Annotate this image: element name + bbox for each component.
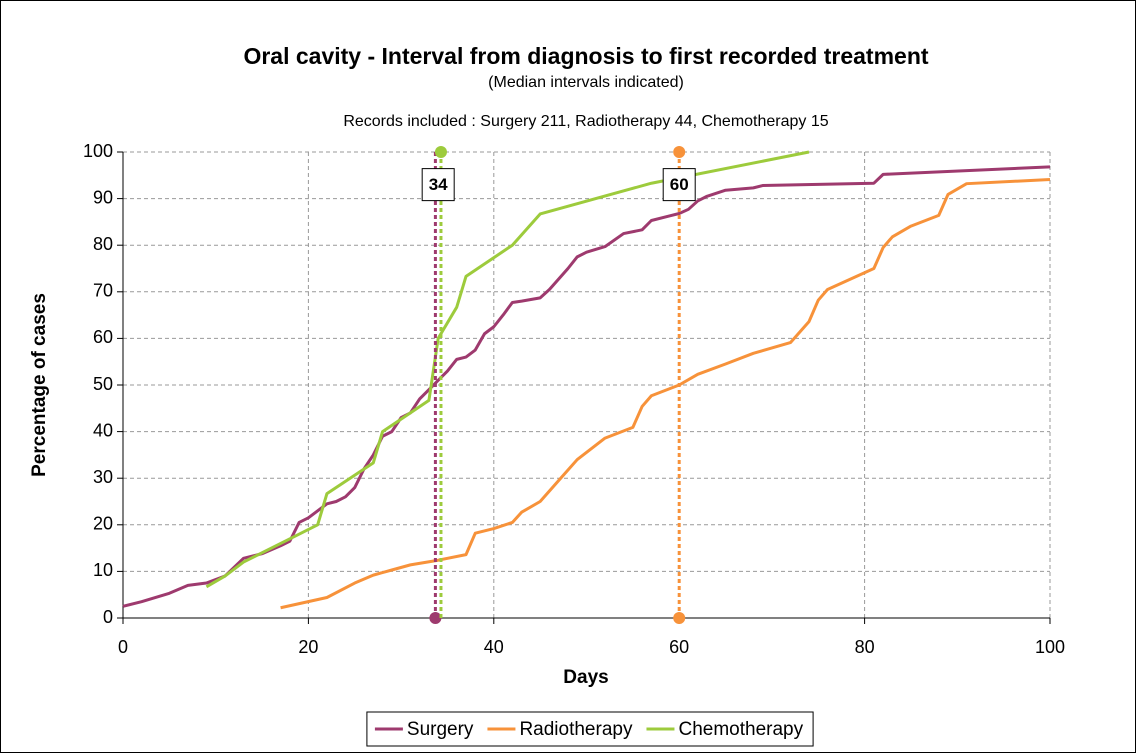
y-axis-label: Percentage of cases (29, 293, 50, 477)
median-marker (429, 612, 442, 624)
y-tick-label: 0 (103, 607, 113, 627)
chart-note: Records included : Surgery 211, Radiothe… (343, 113, 828, 130)
y-tick-label: 60 (93, 327, 113, 347)
y-tick-label: 70 (93, 281, 113, 301)
legend-label: Chemotherapy (678, 719, 803, 740)
median-label: 60 (670, 175, 689, 194)
y-tick-label: 20 (93, 514, 113, 534)
median-label-box (421, 168, 455, 202)
median-marker (673, 612, 686, 624)
x-tick-label: 60 (669, 637, 689, 657)
x-tick-label: 0 (118, 637, 128, 657)
chart-subtitle: (Median intervals indicated) (488, 74, 684, 91)
chart-title: Oral cavity - Interval from diagnosis to… (243, 43, 928, 69)
x-tick-label: 40 (484, 637, 504, 657)
line-series (280, 177, 1051, 610)
median-marker (673, 146, 686, 158)
y-tick-label: 10 (93, 560, 113, 580)
y-tick-label: 40 (93, 420, 113, 440)
legend-label: Radiotherapy (519, 719, 633, 740)
x-tick-label: 20 (298, 637, 318, 657)
y-tick-label: 50 (93, 374, 113, 394)
legend-box (366, 711, 814, 747)
line-series (122, 165, 1051, 608)
x-axis-label: Days (563, 667, 608, 688)
y-tick-label: 100 (83, 141, 113, 161)
x-tick-label: 80 (855, 637, 875, 657)
legend-label: Surgery (407, 719, 474, 740)
line-series (205, 150, 810, 589)
median-label: 34 (429, 175, 448, 194)
median-marker (434, 146, 447, 158)
y-tick-label: 80 (93, 234, 113, 254)
y-tick-label: 90 (93, 187, 113, 207)
y-tick-label: 30 (93, 467, 113, 487)
median-label-box (662, 168, 696, 202)
x-tick-label: 100 (1035, 637, 1065, 657)
legend: Surgery Radiotherapy Chemotherapy (366, 711, 814, 747)
